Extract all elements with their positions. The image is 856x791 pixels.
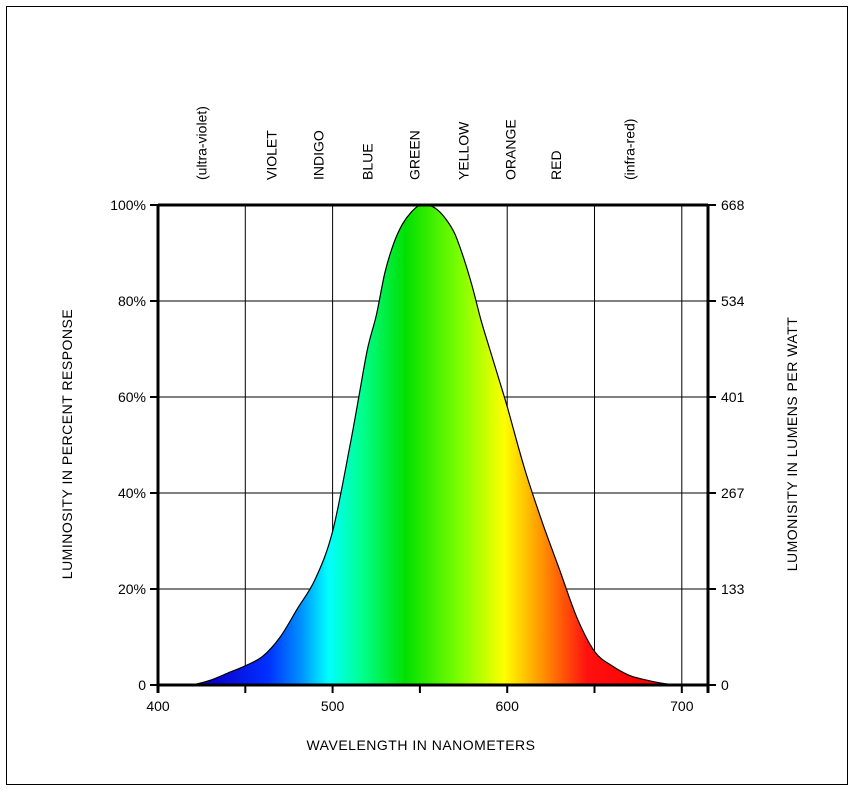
color-band-label: (infra-red): [621, 119, 637, 180]
color-band-labels: (ultra-violet) VIOLET INDIGO BLUE GREEN YELLO…: [194, 106, 638, 180]
y-tick-label-left: 20%: [118, 581, 146, 597]
y-tick-label-right: 133: [721, 581, 745, 597]
x-tick-label: 700: [670, 698, 694, 714]
y-tick-label-right: 267: [721, 485, 745, 501]
y-tick-label-right: 401: [721, 389, 745, 405]
color-band-label: (ultra-violet): [194, 106, 210, 180]
y-axis-left-title: LUMINOSITY IN PERCENT RESPONSE: [59, 309, 75, 579]
y-tick-label-right: 0: [721, 677, 729, 693]
curve-area: [192, 203, 682, 686]
axis-labels: 0 0 20% 133 40% 267 60% 401 80% 534 100% 668 400 500 6…: [110, 197, 744, 714]
color-band-label: BLUE: [360, 143, 376, 180]
luminosity-area-fill: [192, 204, 682, 685]
y-tick-label-left: 60%: [118, 389, 146, 405]
y-tick-label-right: 668: [721, 197, 745, 213]
y-tick-label-left: 100%: [110, 197, 146, 213]
x-tick-label: 500: [321, 698, 345, 714]
y-tick-label-right: 534: [721, 293, 745, 309]
color-band-label: VIOLET: [264, 130, 280, 180]
luminosity-curve: [192, 203, 682, 686]
x-tick-label: 600: [496, 698, 520, 714]
color-band-label: INDIGO: [311, 130, 327, 180]
color-band-label: YELLOW: [456, 121, 472, 180]
axes: [150, 203, 716, 693]
color-band-label: RED: [548, 150, 564, 180]
y-tick-label-left: 80%: [118, 293, 146, 309]
y-tick-label-left: 40%: [118, 485, 146, 501]
color-band-label: ORANGE: [503, 119, 519, 180]
x-tick-label: 400: [146, 698, 170, 714]
x-axis-title: WAVELENGTH IN NANOMETERS: [306, 737, 535, 753]
y-tick-label-left: 0: [138, 677, 146, 693]
color-band-label: GREEN: [407, 130, 423, 180]
y-axis-right-title: LUMONISITY IN LUMENS PER WATT: [784, 317, 800, 572]
